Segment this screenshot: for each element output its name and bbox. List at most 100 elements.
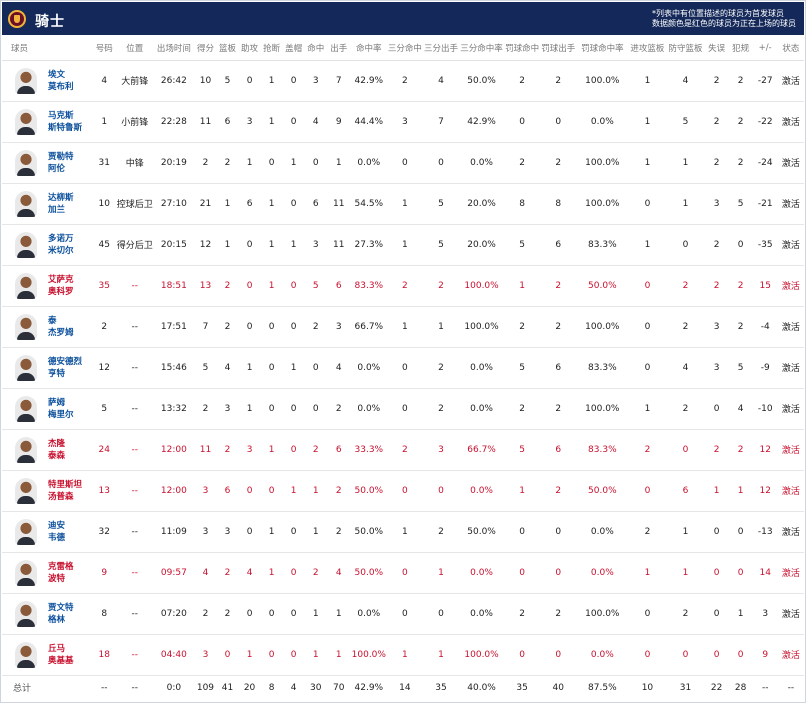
player-name[interactable]: 克雷格 波特 <box>48 561 74 585</box>
stat-tpa: 2 <box>422 265 459 307</box>
player-avatar-icon[interactable] <box>15 272 37 299</box>
col-header[interactable]: 失误 <box>704 37 729 61</box>
stat-tpm: 0 <box>386 593 423 635</box>
player-link[interactable]: 德安德烈 亨特 <box>15 354 92 381</box>
player-cell: 贾文特 格林 <box>2 593 93 635</box>
stat-pm: -22 <box>752 101 778 143</box>
player-link[interactable]: 达柳斯 加兰 <box>15 190 92 217</box>
stat-fgm: 2 <box>304 552 327 594</box>
stat-blk: 1 <box>282 470 305 512</box>
col-header[interactable]: 位置 <box>116 37 154 61</box>
player-avatar-icon[interactable] <box>15 559 37 586</box>
col-header[interactable]: 三分命中率 <box>459 37 505 61</box>
player-link[interactable]: 多诺万 米切尔 <box>15 231 92 258</box>
col-header[interactable]: 号码 <box>92 37 117 61</box>
player-link[interactable]: 杰隆 泰森 <box>15 436 92 463</box>
stat-stl: 1 <box>260 552 283 594</box>
player-name[interactable]: 埃文 莫布利 <box>48 69 74 93</box>
stat-fta: 2 <box>540 265 577 307</box>
stat-pm: 14 <box>752 552 778 594</box>
stat-ast: 1 <box>238 388 261 430</box>
stat-ftp: 83.3% <box>576 224 629 266</box>
stat-status: 激活 <box>777 593 804 635</box>
player-link[interactable]: 埃文 莫布利 <box>15 67 92 94</box>
stat-tpa: 0 <box>422 470 459 512</box>
player-link[interactable]: 贾文特 格林 <box>15 600 92 627</box>
player-name[interactable]: 多诺万 米切尔 <box>48 233 74 257</box>
col-header[interactable]: 出场时间 <box>153 37 195 61</box>
player-avatar-icon[interactable] <box>15 149 37 176</box>
col-header[interactable]: 盖帽 <box>282 37 305 61</box>
player-link[interactable]: 克雷格 波特 <box>15 559 92 586</box>
player-link[interactable]: 特里斯坦 汤普森 <box>15 477 92 504</box>
player-name-line2: 波特 <box>48 573 66 584</box>
player-link[interactable]: 艾萨克 奥科罗 <box>15 272 92 299</box>
stat-pts: 3 <box>194 511 217 553</box>
col-header[interactable]: 罚球命中率 <box>576 37 629 61</box>
col-header[interactable]: 状态 <box>777 37 804 61</box>
player-name[interactable]: 艾萨克 奥科罗 <box>48 274 74 298</box>
player-link[interactable]: 马克斯 斯特鲁斯 <box>15 108 92 135</box>
col-header[interactable]: +/- <box>752 37 778 61</box>
col-header[interactable]: 出手 <box>326 37 351 61</box>
player-name[interactable]: 迪安 韦德 <box>48 520 65 544</box>
stat-reb: 4 <box>216 347 239 389</box>
player-avatar-icon[interactable] <box>15 108 37 135</box>
player-avatar-icon[interactable] <box>15 477 37 504</box>
stat-fta: 8 <box>540 183 577 225</box>
player-name-line2: 莫布利 <box>48 81 74 92</box>
player-avatar-icon[interactable] <box>15 313 37 340</box>
col-header[interactable]: 球员 <box>2 37 93 61</box>
player-link[interactable]: 丘马 奥基基 <box>15 641 92 668</box>
player-avatar-icon[interactable] <box>15 190 37 217</box>
player-name[interactable]: 泰杰罗姆 <box>48 315 74 339</box>
col-header[interactable]: 命中 <box>304 37 327 61</box>
stat-fgp: 83.3% <box>350 265 387 307</box>
player-name[interactable]: 德安德烈 亨特 <box>48 356 82 380</box>
player-name[interactable]: 达柳斯 加兰 <box>48 192 74 216</box>
player-avatar-icon[interactable] <box>15 395 37 422</box>
player-link[interactable]: 萨姆 梅里尔 <box>15 395 92 422</box>
player-name[interactable]: 贾勒特 阿伦 <box>48 151 74 175</box>
col-header[interactable]: 犯规 <box>728 37 753 61</box>
col-header[interactable]: 三分命中 <box>386 37 423 61</box>
player-name[interactable]: 丘马 奥基基 <box>48 643 74 667</box>
player-stats-table: 球员 号码 位置 出场时间 得分 篮板 助攻 抢断 盖帽 命中 出手 命中率 三… <box>2 37 804 700</box>
col-header[interactable]: 抢断 <box>260 37 283 61</box>
player-avatar-icon[interactable] <box>15 67 37 94</box>
stat-status: 激活 <box>777 142 804 184</box>
stat-pf: 0 <box>728 224 753 266</box>
player-link[interactable]: 贾勒特 阿伦 <box>15 149 92 176</box>
stat-pf: 2 <box>728 265 753 307</box>
col-header[interactable]: 命中率 <box>350 37 387 61</box>
total-min: 0:0 <box>166 682 182 693</box>
col-header[interactable]: 罚球出手 <box>540 37 577 61</box>
stat-pm: 12 <box>752 429 778 471</box>
player-name[interactable]: 特里斯坦 汤普森 <box>48 479 82 503</box>
player-name[interactable]: 杰隆 泰森 <box>48 438 65 462</box>
col-header[interactable]: 得分 <box>194 37 217 61</box>
player-avatar-icon[interactable] <box>15 436 37 463</box>
player-name[interactable]: 马克斯 斯特鲁斯 <box>48 110 82 134</box>
player-avatar-icon[interactable] <box>15 641 37 668</box>
stat-blk: 0 <box>282 593 305 635</box>
col-header[interactable]: 三分出手 <box>422 37 459 61</box>
col-header[interactable]: 进攻篮板 <box>628 37 667 61</box>
player-name[interactable]: 萨姆 梅里尔 <box>48 397 74 421</box>
player-link[interactable]: 泰杰罗姆 <box>15 313 92 340</box>
col-header[interactable]: 篮板 <box>216 37 239 61</box>
col-header[interactable]: 罚球命中 <box>504 37 541 61</box>
player-name[interactable]: 贾文特 格林 <box>48 602 74 626</box>
col-header[interactable]: 防守篮板 <box>666 37 705 61</box>
stat-ftp: 50.0% <box>576 470 629 512</box>
stat-fga: 1 <box>326 142 351 184</box>
player-link[interactable]: 迪安 韦德 <box>15 518 92 545</box>
player-avatar-icon[interactable] <box>15 518 37 545</box>
player-avatar-icon[interactable] <box>15 600 37 627</box>
stat-ast: 0 <box>238 306 261 348</box>
stat-ast: 0 <box>238 224 261 266</box>
col-header[interactable]: 助攻 <box>238 37 261 61</box>
stat-tov: 3 <box>704 306 729 348</box>
player-avatar-icon[interactable] <box>15 354 37 381</box>
player-avatar-icon[interactable] <box>15 231 37 258</box>
